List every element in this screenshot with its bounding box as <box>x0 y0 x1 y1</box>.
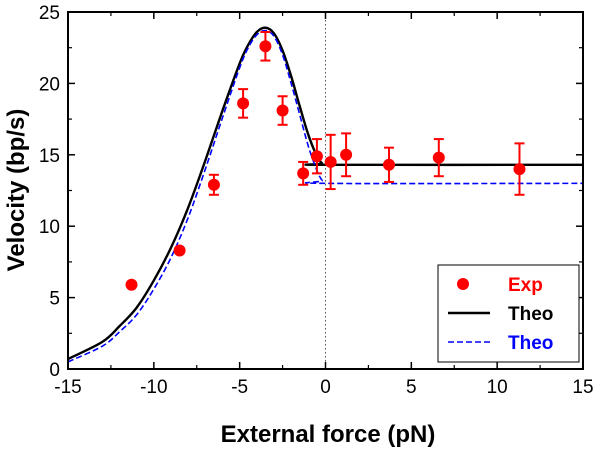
data-point <box>383 158 396 171</box>
legend-marker-exp <box>457 278 469 290</box>
data-point <box>276 104 289 117</box>
data-point <box>173 244 186 257</box>
y-tick-label: 25 <box>39 3 60 24</box>
data-point <box>340 148 353 161</box>
data-point <box>297 167 310 180</box>
y-tick-label: 15 <box>39 146 60 167</box>
data-point <box>310 150 323 163</box>
x-tick-label: -15 <box>54 377 81 398</box>
axes: -15 -10 -5 0 5 10 15 0 5 10 15 20 25 <box>39 3 594 398</box>
x-axis-label: External force (pN) <box>221 421 436 448</box>
x-tick-label: 0 <box>320 377 331 398</box>
x-tick-label: 5 <box>406 377 417 398</box>
y-tick-label: 20 <box>39 74 60 95</box>
y-axis-label: Velocity (bp/s) <box>3 109 30 272</box>
series-line-theo-dashed <box>68 29 583 363</box>
y-tick-label: 0 <box>49 360 60 381</box>
y-tick-label: 5 <box>49 289 60 310</box>
x-tick-label: 15 <box>572 377 593 398</box>
x-tick-label: -5 <box>231 377 248 398</box>
x-tick-label: -10 <box>140 377 167 398</box>
legend-label: Theo <box>508 304 553 325</box>
data-point <box>324 155 337 168</box>
legend: Exp Theo Theo <box>437 264 580 363</box>
legend-label: Theo <box>508 333 553 354</box>
data-point <box>207 178 220 191</box>
data-point <box>432 151 445 164</box>
data-point <box>125 278 138 291</box>
y-tick-label: 10 <box>39 217 60 238</box>
data-point <box>513 163 526 176</box>
legend-label: Exp <box>508 275 543 296</box>
plot-area <box>68 12 583 369</box>
x-tick-label: 10 <box>487 377 508 398</box>
data-point <box>237 97 250 110</box>
data-point <box>259 40 272 53</box>
